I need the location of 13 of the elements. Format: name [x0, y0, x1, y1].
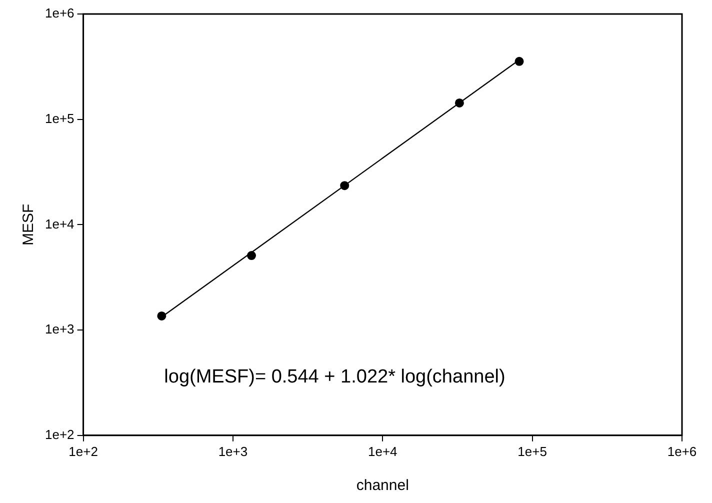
y-tick-label: 1e+4	[44, 216, 74, 232]
x-tick-label: 1e+6	[667, 444, 697, 459]
y-tick-label: 1e+5	[44, 110, 74, 126]
x-axis-title: channel	[356, 477, 409, 494]
x-tick-label: 1e+2	[68, 444, 98, 459]
annotation: log(MESF)= 0.544 + 1.022* log(channel)	[164, 366, 506, 388]
x-tick-label: 1e+4	[368, 444, 398, 459]
x-tick-label: 1e+5	[518, 444, 547, 459]
y-tick-label: 1e+3	[44, 322, 74, 337]
y-axis-title: MESF	[20, 204, 38, 246]
x-tick-label: 1e+3	[218, 444, 248, 459]
y-tick-label: 1e+6	[44, 6, 74, 21]
y-tick-label: 1e+2	[44, 426, 74, 442]
